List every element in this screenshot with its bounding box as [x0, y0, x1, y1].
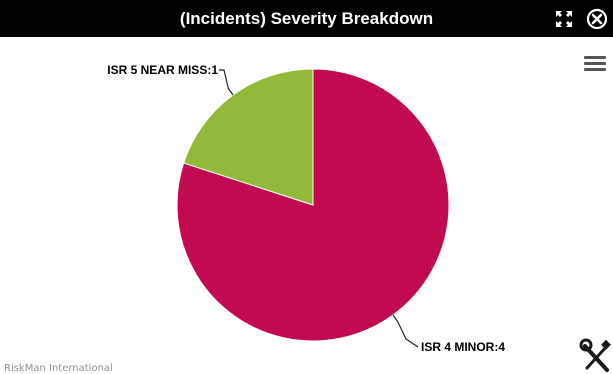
- title-bar: (Incidents) Severity Breakdown: [0, 0, 613, 37]
- chart-title: (Incidents) Severity Breakdown: [179, 9, 434, 28]
- connector-isr-5-near-miss: [219, 69, 234, 96]
- wrench-screwdriver-icon[interactable]: [579, 338, 613, 374]
- data-label-isr-5-near-miss: ISR 5 NEAR MISS:1: [107, 63, 218, 77]
- data-label-isr-4-minor: ISR 4 MINOR:4: [421, 340, 505, 354]
- hamburger-menu-icon[interactable]: [584, 56, 606, 74]
- close-circle-icon[interactable]: [586, 8, 608, 30]
- credits-link[interactable]: RiskMan International: [4, 363, 113, 374]
- pie-chart: ISR 5 NEAR MISS:1 ISR 4 MINOR:4: [107, 63, 505, 354]
- expand-icon[interactable]: [554, 9, 574, 29]
- connector-isr-4-minor: [392, 314, 419, 348]
